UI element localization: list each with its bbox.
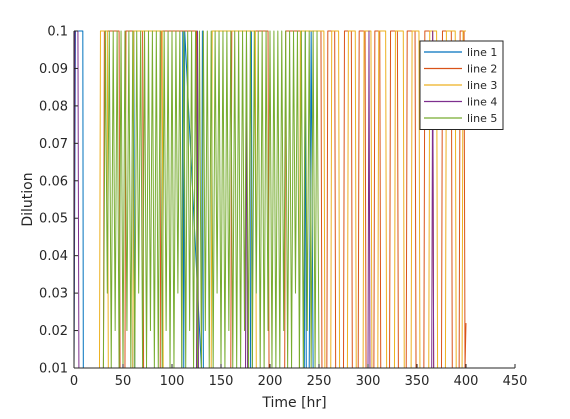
y-tick-label: 0.1 bbox=[47, 25, 68, 40]
axes-layer bbox=[73, 31, 515, 369]
legend-label-5: line 5 bbox=[467, 112, 497, 125]
y-axis-label: Dilution bbox=[20, 172, 36, 226]
y-tick-label: 0.06 bbox=[39, 174, 68, 189]
x-tick-label: 50 bbox=[115, 374, 132, 389]
ticks-layer: 0 50 100 150 200 250 300 350 400 450 0.01 0.02 0.03 0… bbox=[39, 25, 527, 390]
y-tick-label: 0.09 bbox=[39, 62, 68, 77]
y-tick-label: 0.07 bbox=[39, 137, 68, 152]
y-tick-label: 0.05 bbox=[39, 212, 68, 227]
x-tick-label: 200 bbox=[258, 374, 283, 389]
y-tick-label: 0.03 bbox=[39, 287, 68, 302]
x-tick-label: 350 bbox=[405, 374, 430, 389]
y-tick-label: 0.04 bbox=[39, 249, 68, 264]
x-tick-label: 450 bbox=[503, 374, 528, 389]
y-tick-label: 0.01 bbox=[39, 362, 68, 377]
x-tick-label: 0 bbox=[70, 374, 78, 389]
legend-label-1: line 1 bbox=[467, 46, 497, 59]
x-tick-label: 150 bbox=[209, 374, 234, 389]
x-tick-label: 400 bbox=[454, 374, 479, 389]
x-tick-label: 300 bbox=[356, 374, 381, 389]
x-tick-label: 100 bbox=[160, 374, 185, 389]
x-axis-label: Time [hr] bbox=[261, 395, 326, 411]
y-tick-label: 0.08 bbox=[39, 99, 68, 114]
legend-label-2: line 2 bbox=[467, 63, 497, 76]
legend-label-3: line 3 bbox=[467, 79, 497, 92]
legend: line 1 line 2 line 3 line 4 line 5 bbox=[419, 40, 504, 130]
legend-label-4: line 4 bbox=[467, 96, 497, 109]
series-line-5 bbox=[74, 30, 320, 369]
x-tick-label: 250 bbox=[307, 374, 332, 389]
y-tick-label: 0.02 bbox=[39, 324, 68, 339]
